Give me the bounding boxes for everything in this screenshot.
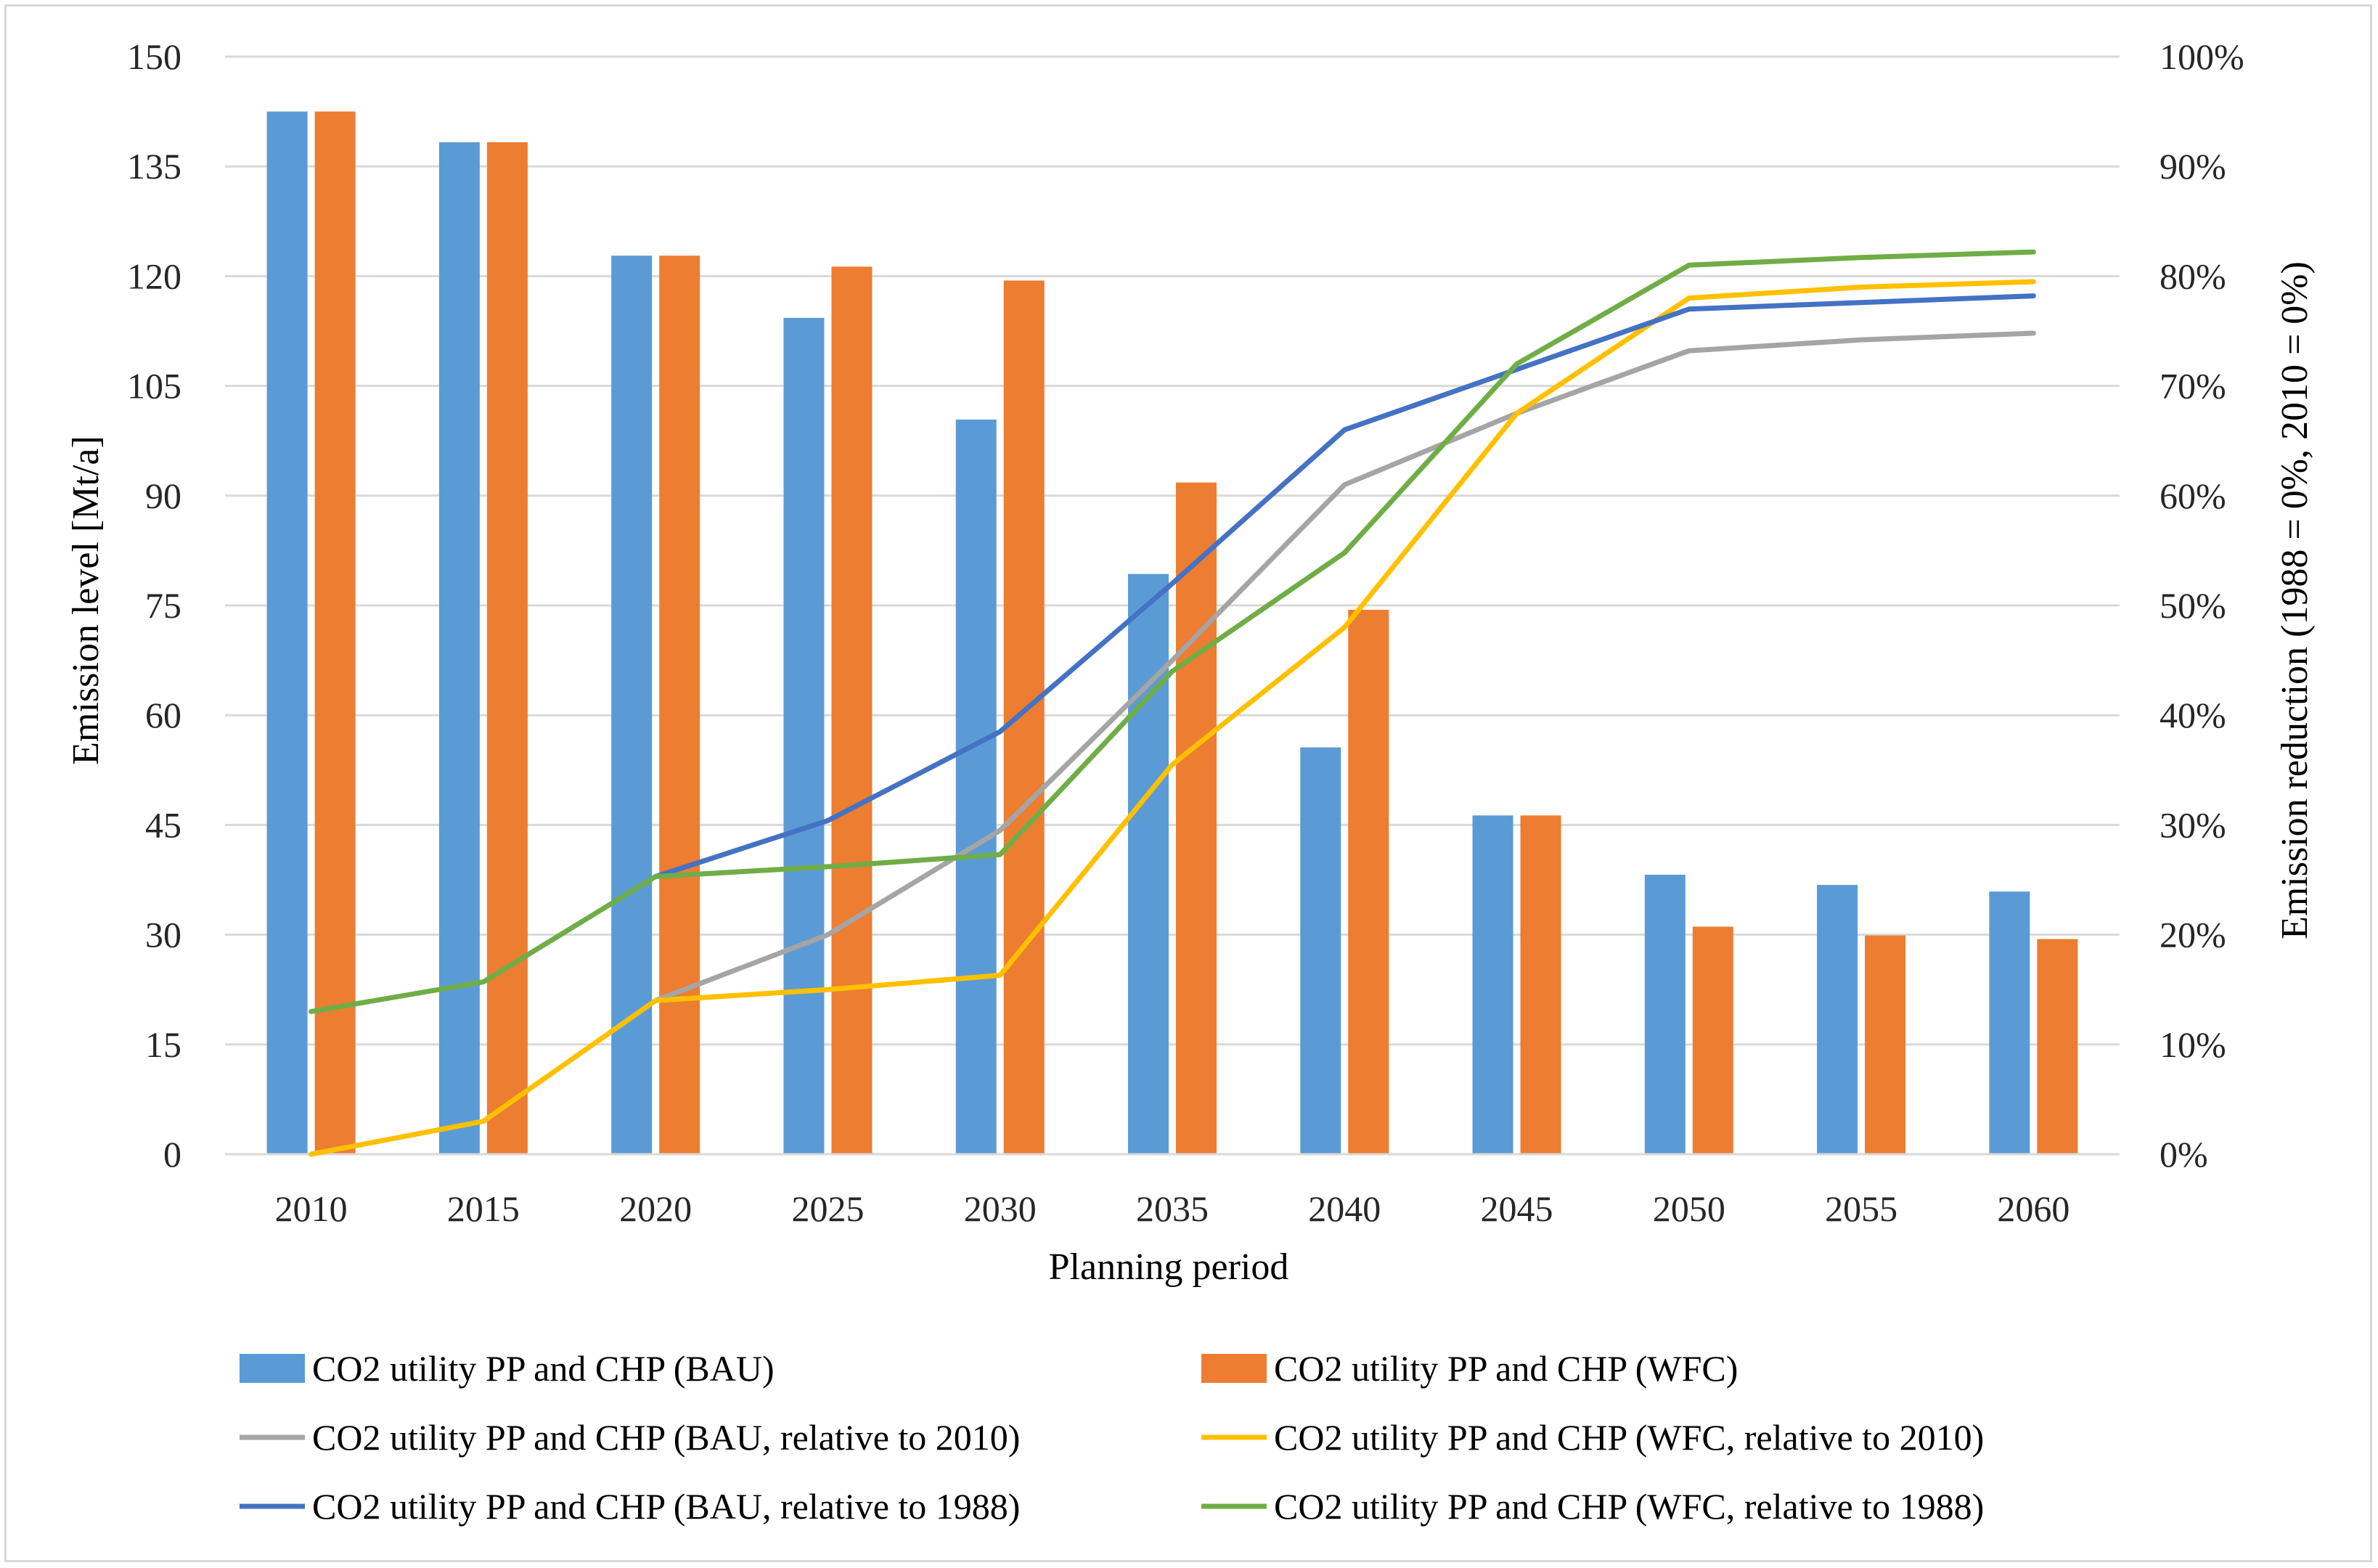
y-tick-label: 150 bbox=[127, 36, 181, 77]
y2-tick-label: 0% bbox=[2160, 1134, 2208, 1175]
bar-bau-2010 bbox=[266, 111, 308, 1155]
legend-item: CO2 utility PP and CHP (WFC, relative to… bbox=[1201, 1417, 1984, 1458]
legend-item: CO2 utility PP and CHP (WFC, relative to… bbox=[1201, 1486, 1984, 1527]
legend-label: CO2 utility PP and CHP (WFC, relative to… bbox=[1274, 1486, 1984, 1527]
y-tick-label: 105 bbox=[127, 366, 181, 407]
bar-wfc-2010 bbox=[314, 111, 356, 1155]
y2-axis-title: Emission reduction (1988 = 0%, 2010 = 0%… bbox=[2274, 261, 2316, 939]
legend-label: CO2 utility PP and CHP (WFC) bbox=[1274, 1348, 1738, 1389]
bar-wfc-2060 bbox=[2037, 939, 2078, 1154]
y-tick-label: 15 bbox=[145, 1024, 181, 1065]
bar-bau-2060 bbox=[1989, 891, 2030, 1154]
y2-axis-ticks: 0% 10% 20% 30% 40% 50% 60% 70% 80% 90% 100% bbox=[2160, 36, 2244, 1175]
y-tick-label: 120 bbox=[127, 256, 181, 296]
legend-label: CO2 utility PP and CHP (BAU, relative to… bbox=[312, 1486, 1020, 1527]
y-tick-label: 60 bbox=[145, 695, 181, 735]
legend-label: CO2 utility PP and CHP (WFC, relative to… bbox=[1274, 1417, 1984, 1458]
x-tick-label: 2060 bbox=[1997, 1188, 2069, 1229]
y2-tick-label: 10% bbox=[2160, 1024, 2226, 1065]
gridlines bbox=[225, 55, 2120, 1046]
bar-wfc-2030 bbox=[1003, 280, 1045, 1154]
y2-tick-label: 60% bbox=[2160, 475, 2226, 516]
bar-bau-2040 bbox=[1300, 747, 1341, 1154]
legend-label: CO2 utility PP and CHP (BAU) bbox=[312, 1348, 775, 1389]
bar-bau-2050 bbox=[1644, 874, 1686, 1154]
bar-wfc-2015 bbox=[486, 142, 528, 1154]
y2-tick-label: 40% bbox=[2160, 695, 2226, 735]
series-lines bbox=[309, 249, 2036, 1157]
x-axis-title: Planning period bbox=[1049, 1246, 1289, 1288]
bar-bau-2035 bbox=[1128, 573, 1169, 1154]
y2-tick-label: 70% bbox=[2160, 366, 2226, 407]
y2-tick-label: 50% bbox=[2160, 585, 2226, 626]
x-tick-label: 2015 bbox=[447, 1188, 520, 1229]
y-tick-label: 45 bbox=[145, 804, 181, 845]
x-tick-label: 2050 bbox=[1653, 1188, 1725, 1229]
bar-bau-2055 bbox=[1817, 885, 1858, 1154]
legend-swatch bbox=[240, 1354, 305, 1383]
bar-bau-2015 bbox=[438, 142, 480, 1154]
y-tick-label: 75 bbox=[145, 585, 181, 626]
legend-swatch bbox=[1201, 1354, 1267, 1383]
series-line-0 bbox=[653, 330, 2036, 1003]
bar-bau-2020 bbox=[611, 256, 653, 1154]
x-tick-label: 2035 bbox=[1136, 1188, 1209, 1229]
bar-wfc-2040 bbox=[1348, 610, 1389, 1154]
y2-tick-label: 20% bbox=[2160, 915, 2226, 955]
legend-item: CO2 utility PP and CHP (BAU) bbox=[240, 1348, 775, 1389]
bars bbox=[266, 111, 2078, 1155]
y2-tick-label: 30% bbox=[2160, 804, 2226, 845]
y2-tick-label: 80% bbox=[2160, 256, 2226, 296]
bar-wfc-2020 bbox=[659, 256, 700, 1154]
y-tick-label: 135 bbox=[127, 146, 181, 187]
legend-label: CO2 utility PP and CHP (BAU, relative to… bbox=[312, 1417, 1020, 1458]
x-tick-label: 2055 bbox=[1825, 1188, 1897, 1229]
legend-item: CO2 utility PP and CHP (BAU, relative to… bbox=[240, 1486, 1020, 1527]
x-tick-label: 2040 bbox=[1308, 1188, 1381, 1229]
x-axis-ticks: 2010 2015 2020 2025 2030 2035 2040 2045 2050 2055… bbox=[275, 1188, 2070, 1229]
series-line-1 bbox=[309, 279, 2036, 1157]
bar-bau-2030 bbox=[955, 419, 997, 1154]
x-tick-label: 2030 bbox=[964, 1188, 1037, 1229]
bar-wfc-2055 bbox=[1865, 935, 1906, 1154]
legend-item: CO2 utility PP and CHP (WFC) bbox=[1201, 1348, 1738, 1389]
legend-item: CO2 utility PP and CHP (BAU, relative to… bbox=[240, 1417, 1020, 1458]
bar-wfc-2035 bbox=[1176, 482, 1217, 1154]
bar-wfc-2050 bbox=[1692, 926, 1733, 1154]
bar-wfc-2045 bbox=[1520, 815, 1561, 1154]
bar-bau-2025 bbox=[783, 317, 825, 1155]
y2-tick-label: 100% bbox=[2160, 36, 2244, 77]
x-tick-label: 2025 bbox=[791, 1188, 864, 1229]
y-axis-title: Emission level [Mt/a] bbox=[65, 436, 107, 764]
x-tick-label: 2010 bbox=[275, 1188, 348, 1229]
series-line-3 bbox=[309, 249, 2036, 1014]
legend: CO2 utility PP and CHP (BAU) CO2 utility … bbox=[240, 1348, 1984, 1527]
y-tick-label: 0 bbox=[163, 1134, 181, 1175]
x-tick-label: 2045 bbox=[1481, 1188, 1553, 1229]
y-axis-ticks: 0 15 30 45 60 75 90 105 120 135 150 bbox=[127, 36, 181, 1175]
y-tick-label: 90 bbox=[145, 475, 181, 516]
y2-tick-label: 90% bbox=[2160, 146, 2226, 187]
x-tick-label: 2020 bbox=[619, 1188, 692, 1229]
series-line-2 bbox=[653, 293, 2036, 879]
bar-wfc-2025 bbox=[831, 266, 873, 1154]
y-tick-label: 30 bbox=[145, 915, 181, 955]
bar-bau-2045 bbox=[1472, 815, 1513, 1154]
